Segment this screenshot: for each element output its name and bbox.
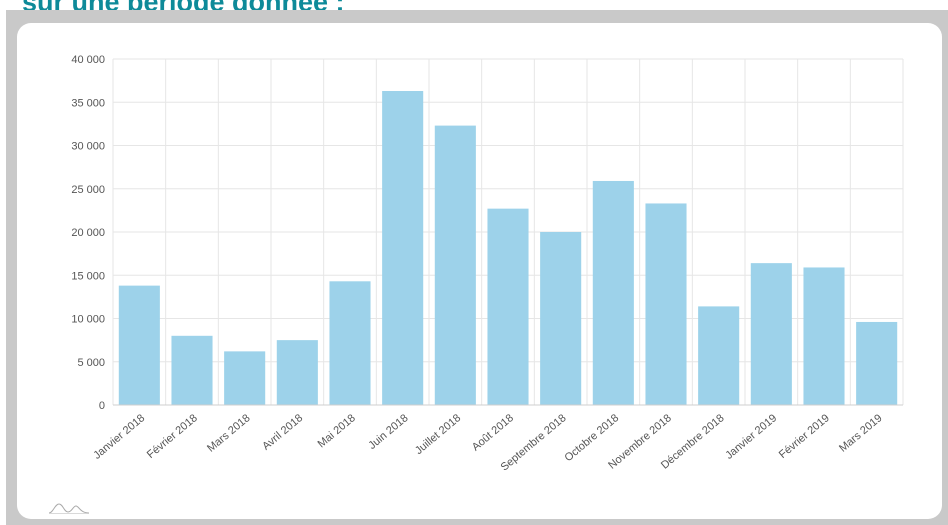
y-tick-label: 40 000 [71,54,105,66]
bar [487,208,529,405]
x-tick-label: Février 2018 [145,412,200,461]
bar [540,232,582,405]
y-tick-label: 10 000 [71,314,105,326]
x-tick-label: Juin 2018 [366,412,410,452]
bar [645,203,687,405]
bar [276,340,318,405]
bar [750,263,792,405]
bar [171,335,213,405]
bar [592,180,634,405]
bar [118,285,160,405]
x-tick-label: Mars 2019 [837,412,885,455]
x-tick-label: Juillet 2018 [413,412,463,457]
bar [434,125,476,405]
y-tick-label: 0 [99,400,105,412]
wave-logo-icon [48,503,90,514]
bar [382,91,424,405]
bar [803,267,845,405]
y-tick-label: 20 000 [71,227,105,239]
x-tick-label: Mars 2018 [205,412,253,455]
x-tick-label: Janvier 2018 [91,412,147,462]
chart-card: 0 5 000 10 000 15 000 20 000 25 000 30 000 35 0… [17,23,942,519]
bar [856,321,898,405]
bar [329,281,371,405]
x-tick-label: Avril 2018 [260,412,305,453]
y-tick-label: 30 000 [71,141,105,153]
y-tick-label: 25 000 [71,184,105,196]
x-tick-label: Février 2019 [777,412,832,461]
x-tick-label: Août 2018 [470,412,516,453]
bar-chart: 0 5 000 10 000 15 000 20 000 25 000 30 000 35 0… [71,54,904,474]
bar [698,306,740,405]
x-tick-label: Mai 2018 [316,412,358,450]
y-tick-label: 15 000 [71,270,105,282]
x-tick-label: Janvier 2019 [723,412,779,462]
bar [224,351,266,405]
y-tick-label: 5 000 [77,357,105,369]
y-tick-label: 35 000 [71,97,105,109]
